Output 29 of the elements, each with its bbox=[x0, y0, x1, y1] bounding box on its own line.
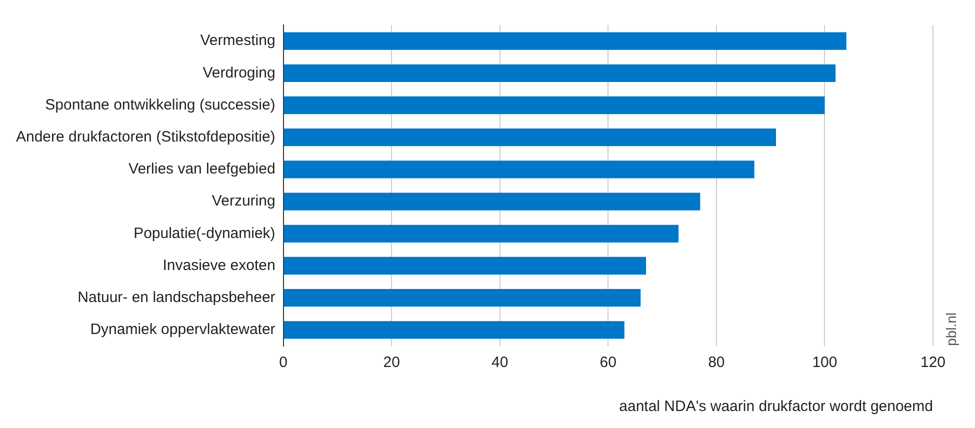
y-tick-label: Natuur- en landschapsbeheer bbox=[78, 288, 276, 306]
bar bbox=[284, 224, 679, 242]
y-tick-label: Vermesting bbox=[200, 32, 276, 50]
bar bbox=[284, 128, 776, 146]
x-tick-label: 20 bbox=[383, 354, 400, 372]
x-tick-label: 120 bbox=[920, 354, 946, 372]
y-tick-label: Verzuring bbox=[212, 192, 276, 210]
bar bbox=[284, 256, 646, 275]
bar bbox=[284, 289, 641, 307]
bar bbox=[284, 32, 846, 50]
bar bbox=[284, 64, 836, 82]
x-tick-label: 40 bbox=[492, 354, 508, 372]
y-tick-label: Verlies van leefgebied bbox=[128, 160, 276, 178]
y-tick-label: Andere drukfactoren (Stikstofdepositie) bbox=[16, 128, 276, 146]
bar bbox=[284, 321, 624, 339]
y-tick-label: Dynamiek oppervlaktewater bbox=[90, 321, 276, 338]
x-axis-title: aantal NDA's waarin drukfactor wordt genoemd bbox=[619, 398, 933, 416]
x-tick-label: 60 bbox=[600, 354, 616, 372]
x-tick-label: 80 bbox=[708, 354, 725, 372]
bar bbox=[284, 160, 754, 178]
y-tick-label: Populatie(-dynamiek) bbox=[134, 224, 276, 242]
text: pbl.nl bbox=[942, 312, 959, 346]
bar bbox=[284, 192, 700, 210]
y-tick-label: Verdroging bbox=[202, 64, 276, 82]
bar bbox=[284, 96, 825, 114]
y-tick-label: Spontane ontwikkeling (successie) bbox=[45, 96, 276, 114]
x-tick-label: 0 bbox=[279, 354, 288, 372]
y-tick-label: Invasieve exoten bbox=[162, 256, 276, 274]
x-tick-label: 100 bbox=[812, 354, 838, 372]
